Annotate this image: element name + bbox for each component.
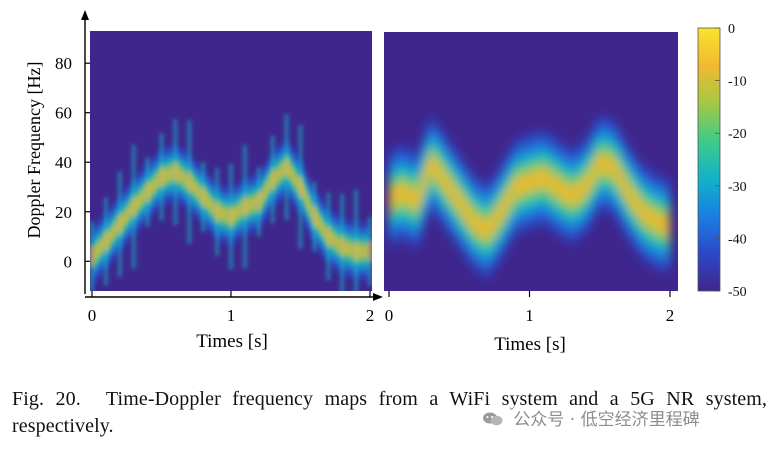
wifi-hotspot — [299, 177, 303, 197]
wifi-hotspot — [355, 241, 359, 262]
y-tick-label: 80 — [55, 54, 72, 73]
wifi-hotspot — [327, 226, 331, 247]
wifi-streak — [354, 189, 359, 291]
colorbar-tick-label: -50 — [728, 285, 747, 300]
wifi-hotspot — [188, 172, 192, 193]
x-axis-label-right: Times [s] — [494, 334, 566, 355]
5g-ridge — [389, 114, 670, 280]
x-axis-label-left: Times [s] — [196, 331, 268, 352]
y-axis-arrow — [81, 10, 89, 20]
wifi-hotspot — [216, 201, 220, 222]
x-tick-label: 1 — [227, 306, 236, 325]
watermark-text: 公众号 · 低空经济里程碑 — [513, 410, 700, 430]
colorbar-gradient — [697, 27, 721, 292]
x-axis-arrow-left — [373, 293, 383, 301]
colorbar-ticks: 0 -10 -20 -30 -40 -50 — [715, 22, 747, 300]
caption-text: Time-Doppler frequency maps from a WiFi … — [12, 388, 767, 437]
caption-label: Fig. 20. — [12, 388, 81, 410]
wifi-hotspot — [313, 206, 317, 227]
wifi-hotspot — [160, 167, 164, 188]
colorbar-tick-label: -30 — [728, 180, 747, 195]
figure-caption: Fig. 20. Time-Doppler frequency maps fro… — [12, 386, 767, 440]
wifi-streaks — [90, 114, 372, 291]
colorbar-tick-label: -20 — [728, 127, 747, 142]
wifi-hotspot — [91, 246, 94, 267]
wifi-hotspot — [174, 162, 178, 183]
wifi-hotspot — [243, 196, 247, 217]
y-axis-label: Doppler Frequency [Hz] — [24, 62, 44, 239]
wifi-hotspot — [104, 231, 108, 252]
y-tick-label: 0 — [64, 252, 73, 271]
colorbar-tick-label: -10 — [728, 75, 747, 90]
wifi-hotspot — [341, 236, 345, 257]
wifi-heatmap-marks — [90, 114, 372, 291]
wifi-heatmap — [90, 31, 372, 291]
x-tick-label: 1 — [525, 306, 534, 325]
5g-ridge-band — [389, 147, 670, 246]
5g-heatmap-marks — [389, 114, 670, 280]
watermark: 公众号 · 低空经济里程碑 — [478, 405, 704, 430]
colorbar-tick-label: -40 — [728, 232, 747, 247]
wifi-hotspot — [202, 186, 206, 207]
wifi-hotspot — [285, 157, 289, 178]
y-tick-label: 40 — [55, 153, 72, 172]
wifi-hotspot — [146, 181, 150, 202]
x-tick-label: 0 — [385, 306, 394, 325]
x-tick-label: 2 — [666, 306, 675, 325]
wechat-icon — [483, 412, 503, 426]
wifi-hotspot — [230, 206, 233, 227]
colorbar-tick-label: 0 — [728, 22, 735, 37]
y-tick-label: 20 — [55, 203, 72, 222]
wifi-hotspot — [132, 196, 136, 217]
x-tick-label: 2 — [366, 306, 375, 325]
wifi-hotspot — [118, 214, 122, 235]
colorbar: 0 -10 -20 -30 -40 -50 — [697, 22, 747, 300]
axes — [81, 10, 383, 301]
x-tick-label: 0 — [88, 306, 97, 325]
wifi-hotspot — [271, 169, 275, 190]
wifi-hotspot — [257, 191, 261, 212]
wifi-hotspot — [369, 241, 372, 262]
5g-heatmap — [384, 32, 678, 291]
y-tick-label: 60 — [55, 104, 72, 123]
